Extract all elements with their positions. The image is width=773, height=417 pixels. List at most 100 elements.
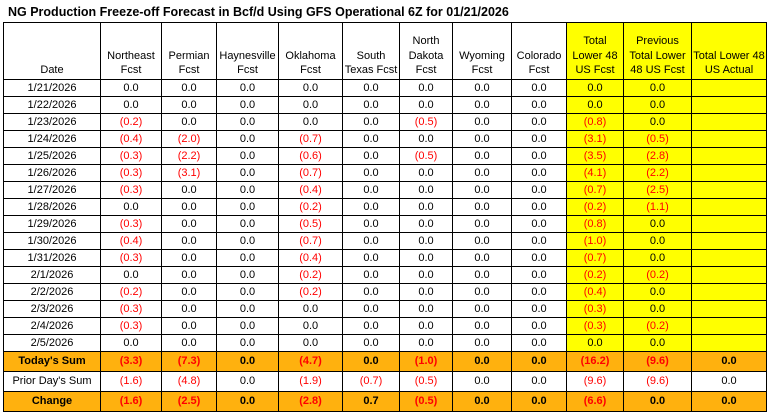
value-cell: (0.2) — [623, 317, 692, 335]
value-cell: 0.0 — [399, 130, 453, 148]
value-cell: 0.0 — [452, 283, 512, 301]
value-cell: 0.0 — [278, 334, 343, 352]
value-cell: (0.2) — [566, 198, 624, 216]
value-cell: 0.0 — [161, 283, 217, 301]
value-cell: 0.0 — [100, 266, 162, 284]
value-cell: (0.4) — [278, 181, 343, 199]
value-cell: 0.0 — [452, 113, 512, 131]
value-cell: (0.2) — [566, 266, 624, 284]
date-cell: 1/29/2026 — [3, 215, 101, 233]
forecast-table: Date Northeast Fcst Permian Fcst Haynesvill… — [3, 22, 767, 412]
value-cell — [691, 113, 767, 131]
value-cell: 0.0 — [511, 113, 567, 131]
value-cell: (2.5) — [623, 181, 692, 199]
column-header-wyoming-fcst: Wyoming Fcst — [452, 22, 512, 80]
value-cell: 0.0 — [452, 164, 512, 182]
value-cell: 0.0 — [452, 300, 512, 318]
value-cell: 0.0 — [623, 113, 692, 131]
value-cell: 0.0 — [342, 300, 400, 318]
value-cell: 0.0 — [511, 79, 567, 97]
value-cell: 0.0 — [452, 147, 512, 165]
value-cell: (4.1) — [566, 164, 624, 182]
value-cell: 0.0 — [511, 181, 567, 199]
table-row: 1/24/2026 (0.4) (2.0) 0.0 (0.7) 0.0 0.0 0.0 0.0(… — [3, 130, 767, 148]
date-cell: 1/24/2026 — [3, 130, 101, 148]
value-cell: (3.5) — [566, 147, 624, 165]
value-cell: 0.0 — [342, 232, 400, 250]
column-header-total-lower-48-us-actual: Total Lower 48 US Actual — [691, 22, 767, 80]
value-cell: 0.0 — [216, 96, 279, 114]
summary-row-change: Change (1.6) (2.5) 0.0 (2.8) 0.7 (0.5) 0.0 0.0 (6… — [3, 391, 767, 412]
value-cell: (0.3) — [566, 300, 624, 318]
page-title: NG Production Freeze-off Forecast in Bcf… — [8, 5, 509, 19]
value-cell — [691, 317, 767, 335]
value-cell: (0.5) — [278, 215, 343, 233]
value-cell: 0.0 — [342, 334, 400, 352]
summary-value-cell: 0.0 — [216, 371, 279, 392]
value-cell: 0.0 — [399, 164, 453, 182]
column-header-date: Date — [3, 22, 101, 80]
value-cell: 0.0 — [161, 232, 217, 250]
value-cell: (0.8) — [566, 215, 624, 233]
value-cell: 0.0 — [161, 317, 217, 335]
value-cell: 0.0 — [452, 96, 512, 114]
value-cell: (2.2) — [623, 164, 692, 182]
value-cell: 0.0 — [278, 96, 343, 114]
value-cell: 0.0 — [216, 266, 279, 284]
table-row: 2/3/2026 (0.3) 0.0 0.0 0.0 0.0 0.0 0.0 0.0 (0.3) 0… — [3, 300, 767, 318]
column-header-oklahoma-fcst: Oklahoma Fcst — [278, 22, 343, 80]
summary-value-cell: (0.7) — [342, 371, 400, 392]
value-cell: 0.0 — [452, 232, 512, 250]
value-cell: (0.2) — [623, 266, 692, 284]
value-cell: 0.0 — [399, 181, 453, 199]
value-cell: 0.0 — [623, 283, 692, 301]
value-cell: (0.3) — [100, 300, 162, 318]
date-cell: 1/21/2026 — [3, 79, 101, 97]
summary-value-cell: 0.0 — [511, 371, 567, 392]
summary-value-cell: (1.6) — [100, 391, 162, 412]
value-cell: 0.0 — [452, 130, 512, 148]
value-cell: 0.0 — [566, 96, 624, 114]
summary-value-cell: (1.0) — [399, 351, 453, 372]
value-cell: 0.0 — [511, 249, 567, 267]
value-cell: 0.0 — [161, 215, 217, 233]
value-cell: (0.3) — [100, 215, 162, 233]
value-cell: 0.0 — [342, 215, 400, 233]
value-cell: 0.0 — [216, 317, 279, 335]
summary-value-cell: (4.8) — [161, 371, 217, 392]
value-cell: 0.0 — [511, 266, 567, 284]
value-cell — [691, 300, 767, 318]
value-cell: (2.0) — [161, 130, 217, 148]
value-cell: (0.2) — [278, 198, 343, 216]
value-cell — [691, 130, 767, 148]
value-cell — [691, 164, 767, 182]
value-cell: 0.0 — [623, 232, 692, 250]
value-cell: (0.7) — [566, 249, 624, 267]
value-cell: 0.0 — [399, 96, 453, 114]
value-cell: (0.3) — [100, 181, 162, 199]
value-cell: 0.0 — [399, 79, 453, 97]
table-row: 1/31/2026 (0.3) 0.0 0.0 (0.4) 0.0 0.0 0.0 0.0 (0.… — [3, 249, 767, 267]
value-cell: 0.0 — [623, 79, 692, 97]
date-cell: 2/1/2026 — [3, 266, 101, 284]
value-cell: 0.0 — [100, 334, 162, 352]
value-cell: 0.0 — [161, 79, 217, 97]
value-cell: 0.0 — [399, 266, 453, 284]
summary-value-cell: (2.5) — [161, 391, 217, 412]
column-header-haynesville-fcst: Haynesville Fcst — [216, 22, 279, 80]
value-cell — [691, 147, 767, 165]
summary-value-cell: 0.0 — [511, 391, 567, 412]
table-body: 1/21/2026 0.0 0.0 0.0 0.0 0.0 0.0 0.0 0.0 0.0 0.0 1… — [3, 79, 767, 412]
summary-value-cell: 0.0 — [511, 351, 567, 372]
value-cell: (3.1) — [566, 130, 624, 148]
value-cell — [691, 79, 767, 97]
date-cell: 1/23/2026 — [3, 113, 101, 131]
summary-value-cell: (0.5) — [399, 391, 453, 412]
summary-value-cell: (2.8) — [278, 391, 343, 412]
value-cell: 0.0 — [278, 317, 343, 335]
summary-value-cell: 0.0 — [342, 351, 400, 372]
value-cell: 0.0 — [342, 164, 400, 182]
value-cell: 0.0 — [161, 113, 217, 131]
table-row: 1/29/2026 (0.3) 0.0 0.0 (0.5) 0.0 0.0 0.0 0.0 (0.… — [3, 215, 767, 233]
date-cell: 1/26/2026 — [3, 164, 101, 182]
